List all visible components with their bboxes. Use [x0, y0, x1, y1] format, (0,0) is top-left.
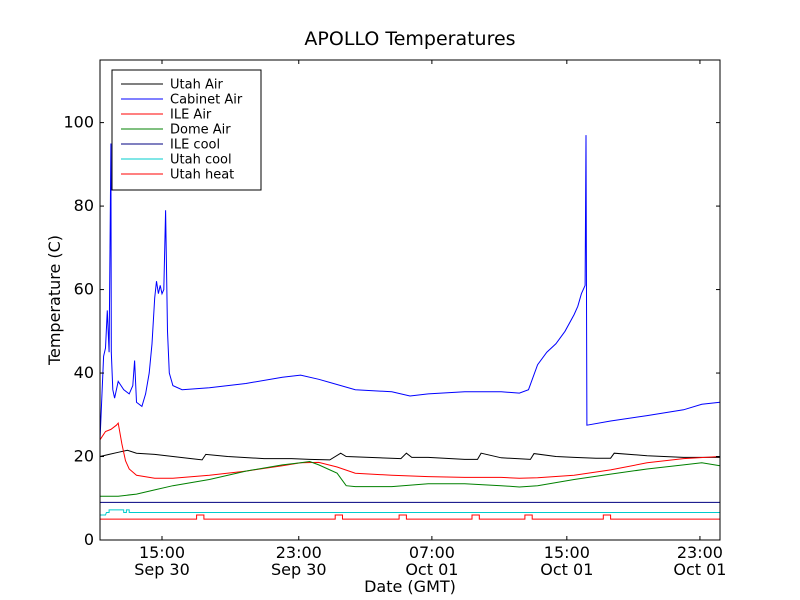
series-line-cabinet-air — [99, 135, 721, 440]
series-layer — [99, 135, 721, 520]
x-tick-label-time: 23:00 — [677, 543, 723, 562]
legend-box — [111, 69, 262, 191]
y-axis: 0 20 40 60 80 100 — [63, 113, 720, 549]
x-axis-title: Date (GMT) — [364, 577, 456, 596]
y-tick-label: 20 — [74, 447, 94, 466]
y-tick-label: 60 — [74, 280, 94, 299]
y-axis-title: Temperature (C) — [45, 235, 64, 366]
series-line-dome-air — [100, 460, 721, 497]
x-tick-label-date: Sep 30 — [134, 560, 190, 579]
series-line-utah-air — [99, 449, 720, 461]
x-tick-label-time: 15:00 — [139, 543, 185, 562]
y-tick-label: 40 — [74, 363, 94, 382]
x-tick-label-date: Oct 01 — [673, 560, 726, 579]
legend-label: Cabinet Air — [170, 93, 243, 108]
x-tick-label-date: Oct 01 — [540, 560, 593, 579]
y-tick-label: 80 — [74, 196, 94, 215]
legend-label: ILE cool — [170, 138, 220, 153]
y-tick-label: 100 — [63, 113, 94, 132]
x-tick-label-time: 07:00 — [409, 543, 455, 562]
legend-label: Utah heat — [170, 168, 234, 183]
x-tick-label-date: Oct 01 — [405, 560, 458, 579]
series-line-utah-cool — [100, 509, 720, 516]
plot-frame — [99, 59, 721, 541]
chart-title: APOLLO Temperatures — [304, 28, 515, 50]
series-line-utah-heat — [100, 514, 720, 520]
x-tick-label-time: 23:00 — [276, 543, 322, 562]
legend-label: Utah Air — [170, 78, 223, 93]
y-tick-label: 0 — [84, 530, 94, 549]
legend-label: ILE Air — [170, 108, 212, 123]
x-tick-label-date: Sep 30 — [271, 560, 327, 579]
legend-label: Dome Air — [170, 123, 231, 138]
legend-label: Utah cool — [170, 153, 232, 168]
x-tick-label-time: 15:00 — [544, 543, 590, 562]
